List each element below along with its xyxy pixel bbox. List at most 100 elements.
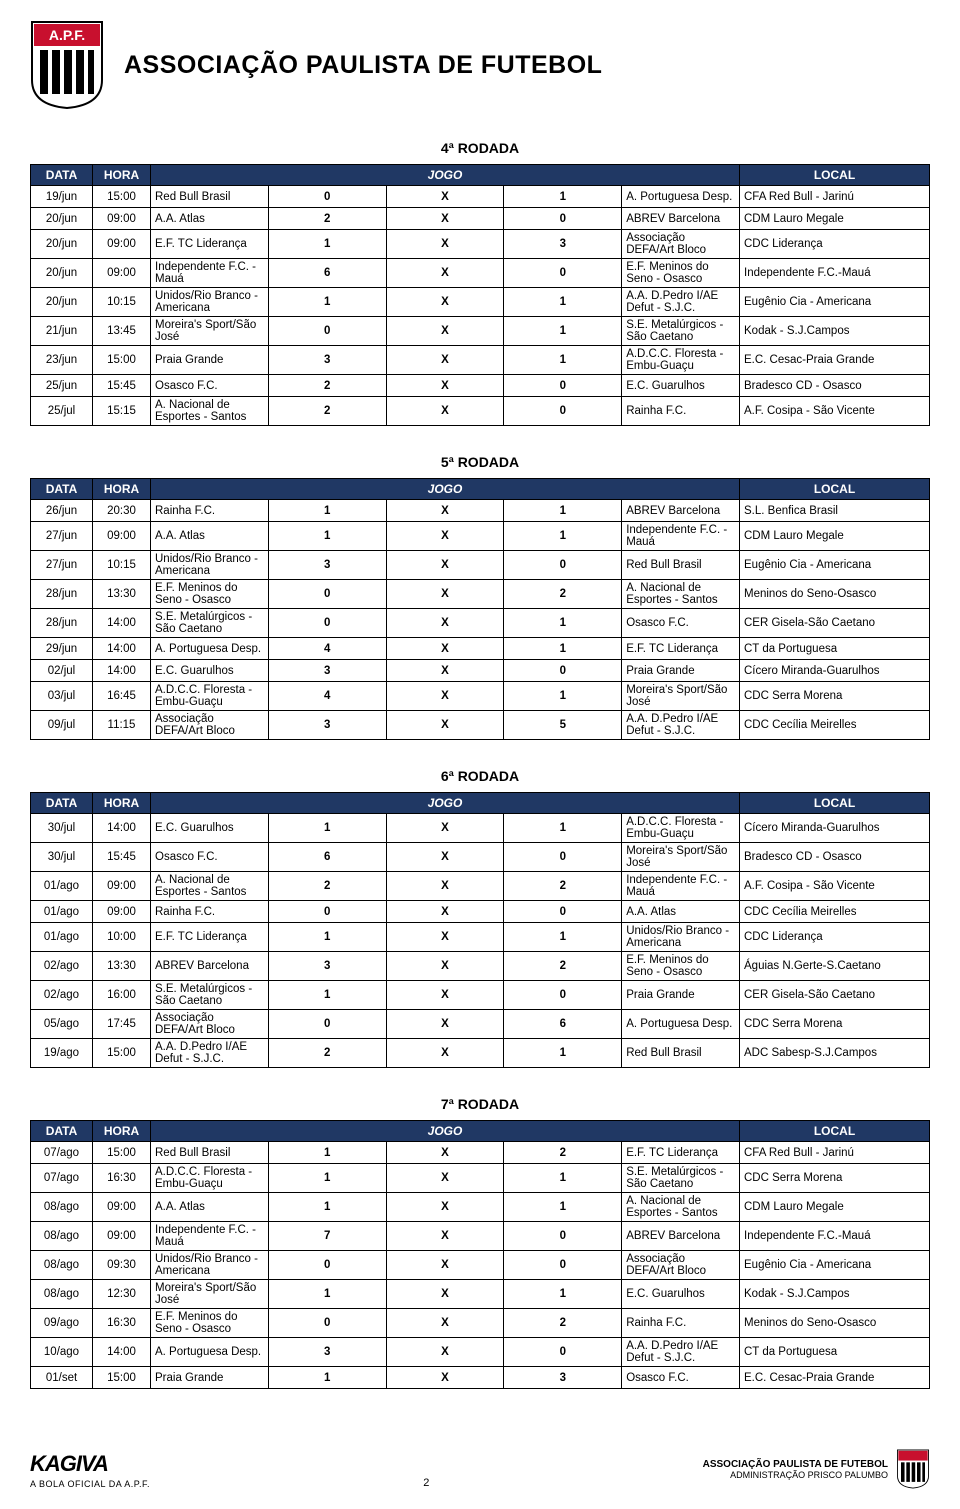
match-time: 09:00 — [93, 522, 151, 551]
match-row: 03/jul16:45A.D.C.C. Floresta - Embu-Guaç… — [31, 682, 930, 711]
match-row: 30/jul14:00E.C. Guarulhos1X1A.D.C.C. Flo… — [31, 814, 930, 843]
match-score-home: 1 — [268, 981, 386, 1010]
match-score-sep: X — [386, 660, 504, 682]
match-team-away: A.A. D.Pedro I/AE Defut - S.J.C. — [622, 711, 740, 740]
round-title: 5ª RODADA — [30, 454, 930, 470]
match-date: 19/ago — [31, 1039, 93, 1068]
match-venue: Independente F.C.-Mauá — [740, 259, 930, 288]
match-row: 23/jun15:00Praia Grande3X1A.D.C.C. Flore… — [31, 346, 930, 375]
match-team-away: Osasco F.C. — [622, 1367, 740, 1389]
match-team-home: E.F. Meninos do Seno - Osasco — [151, 1309, 269, 1338]
round-section: 7ª RODADADATAHORAJOGOLOCAL07/ago15:00Red… — [30, 1096, 930, 1389]
match-score-sep: X — [386, 1309, 504, 1338]
col-header-hora: HORA — [93, 165, 151, 186]
match-score-home: 1 — [268, 1280, 386, 1309]
match-score-home: 2 — [268, 1039, 386, 1068]
match-team-home: A. Nacional de Esportes - Santos — [151, 397, 269, 426]
match-date: 08/ago — [31, 1193, 93, 1222]
match-score-away: 0 — [504, 843, 622, 872]
match-venue: CDM Lauro Megale — [740, 208, 930, 230]
match-venue: CT da Portuguesa — [740, 638, 930, 660]
match-score-home: 7 — [268, 1222, 386, 1251]
match-team-away: Rainha F.C. — [622, 1309, 740, 1338]
match-team-home: E.F. Meninos do Seno - Osasco — [151, 580, 269, 609]
match-row: 20/jun09:00A.A. Atlas2X0ABREV BarcelonaC… — [31, 208, 930, 230]
match-time: 09:00 — [93, 872, 151, 901]
match-time: 09:00 — [93, 230, 151, 259]
match-score-home: 1 — [268, 500, 386, 522]
match-row: 09/ago16:30E.F. Meninos do Seno - Osasco… — [31, 1309, 930, 1338]
match-score-sep: X — [386, 288, 504, 317]
round-table: DATAHORAJOGOLOCAL26/jun20:30Rainha F.C.1… — [30, 478, 930, 740]
match-date: 21/jun — [31, 317, 93, 346]
match-score-sep: X — [386, 186, 504, 208]
match-time: 09:00 — [93, 259, 151, 288]
match-team-home: Associação DEFA/Art Bloco — [151, 711, 269, 740]
match-team-home: A.A. Atlas — [151, 1193, 269, 1222]
match-team-away: A. Portuguesa Desp. — [622, 1010, 740, 1039]
match-score-away: 0 — [504, 1338, 622, 1367]
match-time: 13:45 — [93, 317, 151, 346]
match-score-home: 1 — [268, 1367, 386, 1389]
match-team-away: Red Bull Brasil — [622, 1039, 740, 1068]
match-score-away: 1 — [504, 522, 622, 551]
match-time: 15:00 — [93, 1039, 151, 1068]
match-date: 30/jul — [31, 843, 93, 872]
match-score-sep: X — [386, 901, 504, 923]
match-score-sep: X — [386, 230, 504, 259]
match-score-sep: X — [386, 814, 504, 843]
match-score-home: 3 — [268, 952, 386, 981]
match-score-home: 0 — [268, 1010, 386, 1039]
match-score-sep: X — [386, 397, 504, 426]
match-team-away: Associação DEFA/Art Bloco — [622, 1251, 740, 1280]
match-score-away: 0 — [504, 660, 622, 682]
match-row: 08/ago09:00A.A. Atlas1X1A. Nacional de E… — [31, 1193, 930, 1222]
match-venue: CFA Red Bull - Jarinú — [740, 1142, 930, 1164]
match-time: 10:00 — [93, 923, 151, 952]
match-team-home: E.C. Guarulhos — [151, 660, 269, 682]
match-date: 02/ago — [31, 952, 93, 981]
match-team-home: S.E. Metalúrgicos - São Caetano — [151, 609, 269, 638]
match-time: 16:30 — [93, 1309, 151, 1338]
match-venue: CT da Portuguesa — [740, 1338, 930, 1367]
match-score-away: 0 — [504, 1251, 622, 1280]
match-date: 27/jun — [31, 522, 93, 551]
match-venue: CDC Serra Morena — [740, 1010, 930, 1039]
match-score-sep: X — [386, 952, 504, 981]
match-venue: Eugênio Cia - Americana — [740, 288, 930, 317]
footer-org-name: ASSOCIAÇÃO PAULISTA DE FUTEBOL — [703, 1459, 888, 1470]
round-title: 4ª RODADA — [30, 140, 930, 156]
match-team-home: Moreira's Sport/São José — [151, 1280, 269, 1309]
match-team-home: Moreira's Sport/São José — [151, 317, 269, 346]
match-team-home: Independente F.C. - Mauá — [151, 1222, 269, 1251]
match-team-home: Rainha F.C. — [151, 901, 269, 923]
match-score-sep: X — [386, 551, 504, 580]
match-venue: E.C. Cesac-Praia Grande — [740, 346, 930, 375]
match-date: 25/jun — [31, 375, 93, 397]
match-team-away: E.F. TC Liderança — [622, 1142, 740, 1164]
col-header-jogo: JOGO — [151, 793, 740, 814]
match-date: 20/jun — [31, 288, 93, 317]
match-score-sep: X — [386, 843, 504, 872]
match-score-home: 1 — [268, 923, 386, 952]
match-date: 02/jul — [31, 660, 93, 682]
match-row: 28/jun14:00S.E. Metalúrgicos - São Caeta… — [31, 609, 930, 638]
match-score-sep: X — [386, 923, 504, 952]
match-score-away: 1 — [504, 814, 622, 843]
match-time: 12:30 — [93, 1280, 151, 1309]
match-venue: E.C. Cesac-Praia Grande — [740, 1367, 930, 1389]
match-team-away: A.A. D.Pedro I/AE Defut - S.J.C. — [622, 288, 740, 317]
match-date: 27/jun — [31, 551, 93, 580]
match-row: 08/ago12:30Moreira's Sport/São José1X1E.… — [31, 1280, 930, 1309]
match-time: 14:00 — [93, 1338, 151, 1367]
table-header-row: DATAHORAJOGOLOCAL — [31, 165, 930, 186]
match-date: 05/ago — [31, 1010, 93, 1039]
round-table: DATAHORAJOGOLOCAL07/ago15:00Red Bull Bra… — [30, 1120, 930, 1389]
match-row: 09/jul11:15Associação DEFA/Art Bloco3X5A… — [31, 711, 930, 740]
match-team-away: S.E. Metalúrgicos - São Caetano — [622, 1164, 740, 1193]
match-row: 20/jun09:00E.F. TC Liderança1X3Associaçã… — [31, 230, 930, 259]
match-time: 09:00 — [93, 901, 151, 923]
round-table: DATAHORAJOGOLOCAL30/jul14:00E.C. Guarulh… — [30, 792, 930, 1068]
match-venue: CDC Serra Morena — [740, 682, 930, 711]
match-team-home: A. Portuguesa Desp. — [151, 1338, 269, 1367]
